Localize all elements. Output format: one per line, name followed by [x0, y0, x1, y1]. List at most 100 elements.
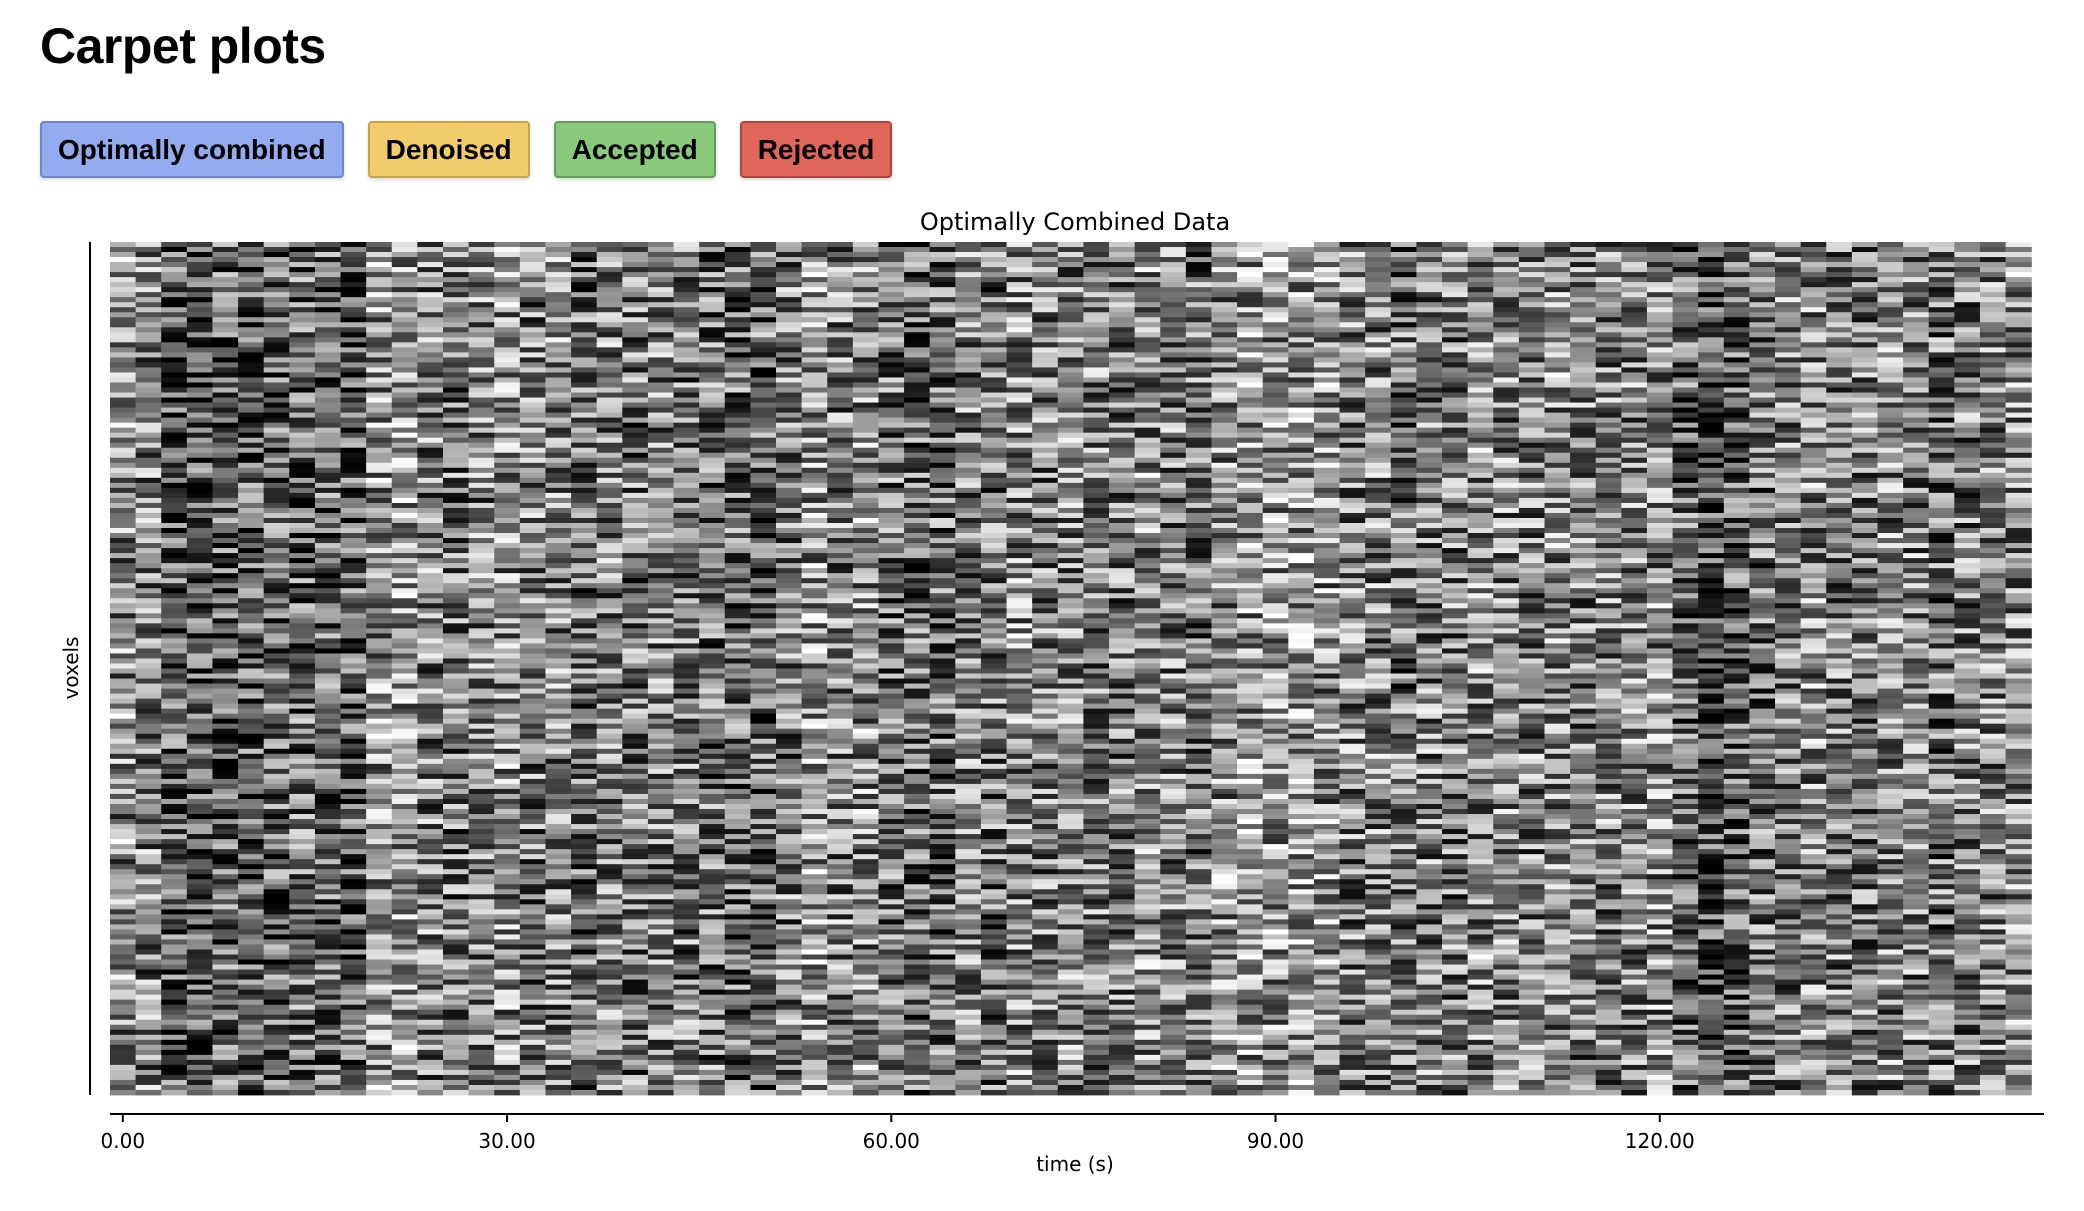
heatmap-cell	[801, 1014, 828, 1021]
heatmap-cell	[724, 929, 751, 935]
heatmap-cell	[622, 392, 649, 398]
heatmap-cell	[750, 663, 777, 669]
heatmap-cell	[571, 994, 598, 1001]
heatmap-cell	[212, 678, 239, 684]
heatmap-cell	[391, 733, 418, 740]
heatmap-cell	[186, 688, 214, 694]
heatmap-cell	[519, 803, 547, 810]
heatmap-cell	[699, 352, 726, 358]
heatmap-cell	[519, 1009, 547, 1016]
heatmap-cell	[776, 548, 803, 554]
heatmap-cell	[443, 287, 470, 293]
heatmap-cell	[340, 437, 367, 444]
tab-optimally-combined[interactable]: Optimally combined	[40, 121, 344, 178]
heatmap-cell	[340, 808, 367, 815]
heatmap-cell	[110, 919, 137, 925]
heatmap-cell	[699, 307, 726, 313]
heatmap-cell	[622, 467, 649, 474]
heatmap-cell	[750, 854, 777, 860]
heatmap-cell	[314, 522, 342, 529]
heatmap-cell	[801, 949, 828, 955]
heatmap-cell	[622, 899, 649, 905]
heatmap-cell	[494, 663, 521, 669]
heatmap-cell	[263, 854, 290, 860]
heatmap-cell	[801, 763, 828, 770]
heatmap-cell	[622, 1084, 649, 1091]
heatmap-cell	[776, 467, 803, 474]
heatmap-cell	[827, 748, 854, 755]
heatmap-cell	[468, 989, 495, 996]
heatmap-cell	[673, 768, 700, 775]
heatmap-cell	[238, 583, 265, 589]
heatmap-cell	[750, 412, 777, 419]
tab-rejected[interactable]: Rejected	[739, 121, 893, 178]
heatmap-cell	[135, 613, 162, 619]
heatmap-cell	[212, 839, 239, 845]
heatmap-cell	[110, 297, 137, 303]
heatmap-cell	[289, 252, 316, 258]
heatmap-cell	[340, 357, 367, 363]
heatmap-cell	[161, 819, 188, 825]
heatmap-cell	[596, 372, 623, 378]
heatmap-cell	[519, 703, 547, 710]
heatmap-cell	[724, 914, 751, 920]
heatmap-cell	[801, 969, 828, 975]
heatmap-cell	[340, 598, 367, 604]
heatmap-cell	[314, 909, 342, 915]
heatmap-cell	[724, 1014, 751, 1021]
tab-denoised[interactable]: Denoised	[367, 121, 530, 178]
heatmap-cell	[110, 272, 137, 278]
heatmap-cell	[647, 934, 675, 940]
heatmap-cell	[161, 588, 188, 594]
heatmap-cell	[776, 337, 803, 343]
heatmap-cell	[186, 683, 214, 689]
heatmap-cell	[494, 829, 521, 835]
heatmap-cell	[801, 588, 828, 594]
heatmap-cell	[238, 944, 265, 950]
heatmap-cell	[340, 844, 367, 850]
heatmap-cell	[212, 317, 239, 323]
heatmap-cell	[827, 337, 854, 343]
heatmap-cell	[699, 317, 726, 323]
heatmap-cell	[724, 317, 751, 323]
heatmap-cell	[468, 733, 495, 740]
heatmap-cell	[468, 422, 495, 429]
heatmap-cell	[596, 663, 623, 669]
heatmap-cell	[366, 553, 393, 559]
heatmap-cell	[596, 773, 623, 780]
heatmap-cell	[852, 302, 880, 308]
heatmap-cell	[340, 372, 367, 378]
heatmap-cell	[801, 568, 828, 574]
heatmap-cell	[545, 472, 572, 479]
heatmap-cell	[494, 773, 521, 780]
heatmap-cell	[212, 387, 239, 393]
heatmap-cell	[494, 472, 521, 479]
heatmap-cell	[596, 583, 623, 589]
heatmap-cell	[699, 768, 726, 775]
heatmap-cell	[212, 673, 239, 679]
heatmap-cell	[596, 387, 623, 393]
heatmap-cell	[443, 387, 470, 393]
heatmap-cell	[289, 673, 316, 679]
heatmap-cell	[724, 854, 751, 860]
heatmap-cell	[417, 979, 444, 986]
heatmap-cell	[776, 743, 803, 750]
heatmap-cell	[340, 392, 367, 398]
heatmap-cell	[340, 834, 367, 840]
heatmap-cell	[801, 1004, 828, 1011]
heatmap-cell	[571, 623, 598, 629]
heatmap-cell	[724, 934, 751, 940]
heatmap-cell	[776, 854, 803, 860]
heatmap-cell	[724, 778, 751, 785]
heatmap-cell	[289, 1034, 316, 1041]
heatmap-cell	[724, 979, 751, 986]
heatmap-cell	[494, 487, 521, 494]
heatmap-cell	[443, 1034, 470, 1041]
heatmap-cell	[545, 292, 572, 298]
heatmap-cell	[161, 889, 188, 895]
heatmap-cell	[468, 332, 495, 338]
heatmap-cell	[673, 1024, 700, 1031]
heatmap-cell	[135, 397, 162, 403]
heatmap-cell	[238, 1064, 265, 1071]
tab-accepted[interactable]: Accepted	[553, 121, 716, 178]
